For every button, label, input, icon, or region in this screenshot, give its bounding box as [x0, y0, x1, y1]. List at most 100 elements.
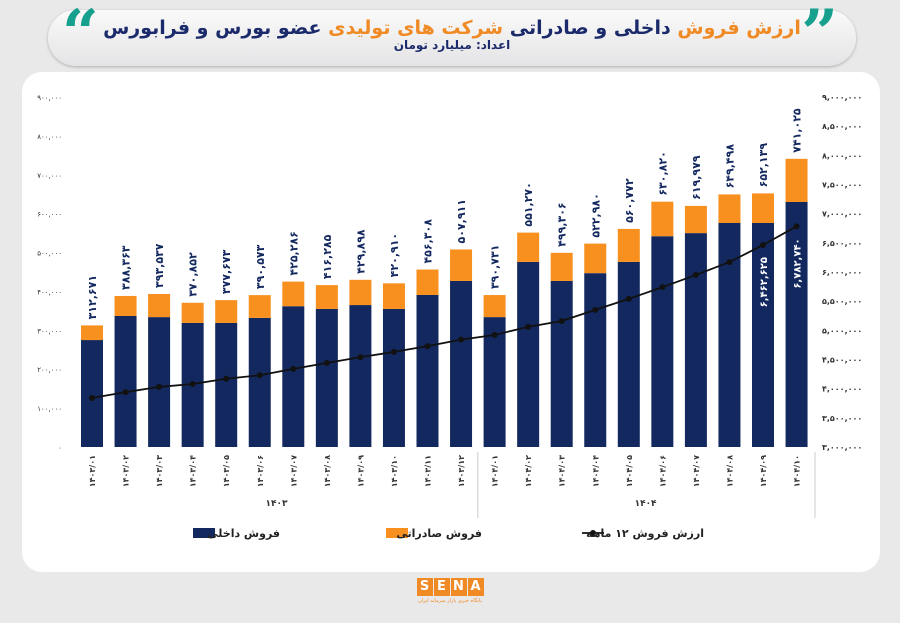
legend-marker-12-month — [590, 530, 596, 536]
bar-export — [382, 283, 405, 309]
line-point — [458, 336, 465, 343]
data-label-total: ۵۶۰,۷۷۲ — [623, 178, 636, 223]
quote-close-icon: “ — [62, 0, 99, 71]
data-label-total: ۶۴۹,۴۹۸ — [723, 144, 736, 189]
data-label-total: ۶۳۰,۸۲۰ — [656, 151, 669, 195]
data-label-total: ۵۰۷,۹۱۱ — [455, 199, 468, 243]
right-axis-tick: ۶,۵۰۰,۰۰۰ — [822, 239, 862, 248]
left-axis-tick: ۲۰۰,۰۰۰ — [37, 366, 62, 374]
data-label-total: ۳۹۳,۵۳۷ — [153, 243, 166, 288]
line-point — [256, 372, 263, 379]
bar-domestic — [550, 280, 573, 447]
x-tick-label: ۱۴۰۳/۰۱ — [88, 455, 97, 487]
bar-export — [651, 201, 674, 237]
right-axis-tick: ۸,۰۰۰,۰۰۰ — [822, 151, 862, 160]
chart-subtitle: اعداد: میلیارد تومان — [393, 38, 511, 52]
bar-export — [584, 243, 607, 274]
x-tick-label: ۱۴۰۳/۱۰ — [390, 455, 399, 487]
x-tick-label: ۱۴۰۴/۰۷ — [692, 455, 701, 487]
data-label-total: ۴۱۶,۲۸۵ — [321, 234, 334, 279]
x-tick-label: ۱۴۰۳/۰۶ — [256, 455, 265, 487]
line-point — [491, 332, 498, 338]
bar-domestic — [382, 308, 405, 447]
right-axis-tick: ۵,۵۰۰,۰۰۰ — [822, 297, 862, 306]
data-label-line: ۶,۷۸۲,۷۴۰ — [793, 238, 804, 288]
bar-domestic — [651, 236, 674, 447]
line-point — [793, 223, 800, 230]
chart-header: ” “ ارزش فروش داخلی و صادراتی شرکت های ت… — [48, 2, 856, 66]
x-tick-label: ۱۴۰۳/۰۲ — [122, 455, 131, 487]
data-label-total: ۳۷۷,۶۷۳ — [220, 249, 233, 294]
right-axis-tick: ۶,۰۰۰,۰۰۰ — [822, 268, 862, 277]
bar-domestic — [114, 315, 137, 447]
line-point — [156, 383, 163, 390]
bar-domestic — [517, 261, 540, 447]
data-label-total: ۶۱۹,۹۷۹ — [690, 155, 703, 200]
bar-export — [752, 193, 774, 223]
x-tick-label: ۱۴۰۳/۰۷ — [289, 455, 298, 487]
x-tick-label: ۱۴۰۴/۰۴ — [591, 455, 600, 487]
chart-title: ارزش فروش داخلی و صادراتی شرکت های تولید… — [103, 17, 801, 39]
left-axis-tick: ۳۰۰,۰۰۰ — [37, 327, 62, 335]
data-label-total: ۳۸۸,۳۶۳ — [120, 245, 133, 290]
bar-domestic — [349, 305, 372, 447]
right-axis-tick: ۷,۰۰۰,۰۰۰ — [822, 210, 862, 219]
bar-export — [785, 158, 808, 202]
bar-domestic — [81, 340, 103, 447]
bar-domestic — [684, 233, 707, 447]
data-label-total: ۴۲۰,۹۱۰ — [388, 233, 401, 277]
right-axis-tick: ۷,۵۰۰,۰۰۰ — [822, 181, 862, 190]
x-tick-label: ۱۴۰۴/۰۹ — [759, 455, 768, 487]
bar-domestic — [752, 223, 774, 447]
x-tick-label: ۱۴۰۴/۰۲ — [524, 455, 533, 487]
bar-export — [416, 269, 439, 295]
data-label-total: ۵۲۲,۹۸۰ — [589, 193, 602, 237]
bar-domestic — [315, 308, 338, 447]
bar-export — [148, 293, 171, 318]
bar-domestic — [148, 317, 171, 447]
bar-domestic — [785, 202, 808, 447]
x-tick-label: ۱۴۰۴/۰۱ — [491, 455, 500, 487]
data-label-total: ۵۵۱,۲۷۰ — [522, 182, 535, 226]
bar-export — [215, 300, 238, 323]
bar-export — [684, 205, 707, 234]
bar-export — [315, 285, 338, 309]
legend-swatch-domestic — [193, 528, 215, 538]
right-axis-tick: ۸,۵۰۰,۰۰۰ — [822, 122, 862, 131]
bar-domestic — [215, 322, 238, 447]
bar-domestic — [416, 294, 439, 447]
legend-label-export: فروش صادراتی — [396, 527, 482, 540]
bar-export — [617, 228, 640, 262]
data-label-total: ۴۵۶,۳۰۸ — [422, 219, 435, 264]
line-point — [390, 348, 397, 355]
right-axis-tick: ۳,۵۰۰,۰۰۰ — [822, 414, 862, 423]
bar-export — [483, 295, 506, 318]
x-tick-label: ۱۴۰۳/۰۵ — [222, 455, 231, 487]
legend-label-12-month: ارزش فروش ۱۲ ماهه — [586, 527, 704, 540]
bar-domestic — [718, 223, 741, 447]
x-tick-label: ۱۴۰۳/۰۴ — [189, 455, 198, 487]
line-point — [692, 271, 699, 278]
line-point — [592, 306, 599, 313]
x-tick-label: ۱۴۰۳/۰۹ — [356, 455, 365, 487]
right-axis-tick: ۵,۰۰۰,۰۰۰ — [822, 326, 862, 335]
line-point — [625, 295, 632, 302]
x-tick-label: ۱۴۰۴/۰۳ — [558, 455, 567, 487]
data-label-total: ۶۵۲,۱۳۹ — [757, 143, 770, 188]
left-axis-tick: ۴۰۰,۰۰۰ — [37, 288, 62, 296]
data-label-total: ۴۲۹,۸۹۸ — [354, 229, 367, 274]
left-axis-tick: ۸۰۰,۰۰۰ — [37, 133, 62, 141]
line-12-month — [91, 225, 797, 399]
line-point — [357, 354, 364, 361]
left-axis-tick: ۷۰۰,۰۰۰ — [37, 172, 62, 180]
data-label-total: ۳۹۰,۷۳۱ — [489, 245, 502, 289]
bar-export — [349, 279, 372, 306]
line-point — [189, 381, 196, 387]
x-tick-label: ۱۴۰۳/۰۸ — [323, 455, 332, 487]
line-point — [89, 395, 95, 401]
bar-export — [248, 295, 271, 318]
line-point — [424, 343, 431, 350]
bar-domestic — [584, 273, 607, 447]
